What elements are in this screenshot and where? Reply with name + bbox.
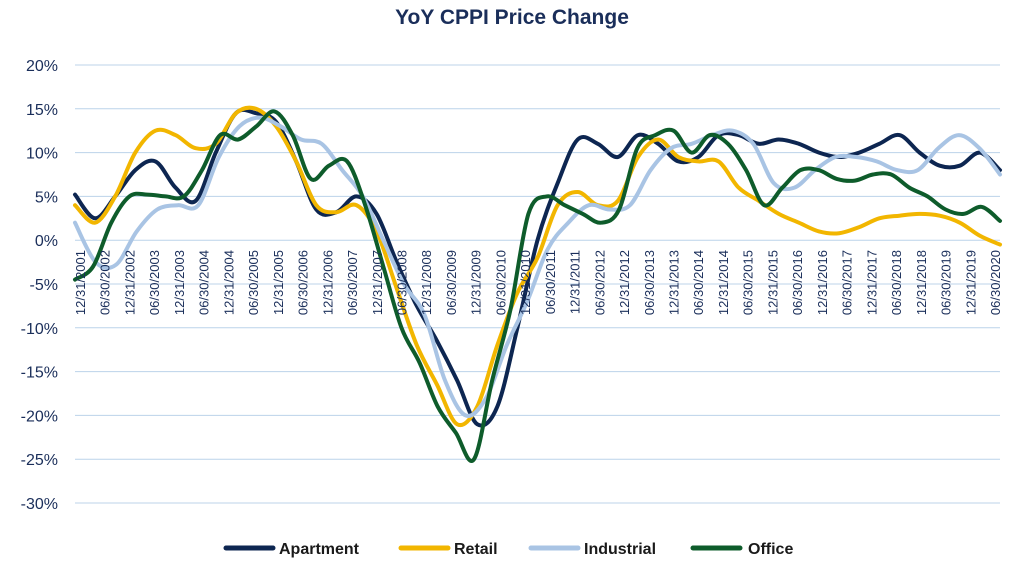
- x-tick-label: 06/30/2007: [345, 250, 360, 315]
- x-tick-label: 06/30/2003: [147, 250, 162, 315]
- series-line-retail: [73, 105, 1002, 428]
- x-tick-label: 12/31/2008: [419, 250, 434, 315]
- y-tick-label: -20%: [21, 408, 58, 425]
- y-axis-ticks: 20% 15% 10% 5% 0% -5% -10% -15% -20% -25% -30%: [21, 58, 58, 513]
- y-tick-label: -15%: [21, 365, 58, 382]
- x-tick-label: 12/31/2004: [221, 250, 236, 315]
- x-tick-label: 12/31/2014: [716, 250, 731, 315]
- x-tick-label: 12/31/2016: [815, 250, 830, 315]
- x-tick-label: 12/31/2007: [370, 250, 385, 315]
- x-axis-ticks: 12/31/2001 06/30/2002 12/31/2002 06/30/2003…: [73, 250, 1003, 315]
- x-tick-label: 06/30/2012: [592, 250, 607, 315]
- legend-label-office: Office: [748, 541, 793, 558]
- y-tick-label: -5%: [30, 277, 58, 294]
- y-tick-label: 10%: [26, 146, 58, 163]
- x-tick-label: 06/30/2011: [543, 250, 558, 314]
- x-tick-label: 06/30/2002: [98, 250, 113, 315]
- legend-label-industrial: Industrial: [584, 541, 656, 558]
- x-tick-label: 12/31/2017: [864, 250, 879, 315]
- chart-title: YoY CPPI Price Change: [395, 6, 629, 29]
- x-tick-label: 06/30/2019: [939, 250, 954, 315]
- x-tick-label: 06/30/2006: [296, 250, 311, 315]
- y-tick-label: -25%: [21, 452, 58, 469]
- y-tick-label: -30%: [21, 496, 58, 513]
- x-tick-label: 12/31/2003: [172, 250, 187, 315]
- y-tick-label: 0%: [35, 233, 58, 250]
- series-lines: [73, 105, 1002, 463]
- x-tick-label: 06/30/2020: [988, 250, 1003, 315]
- x-tick-label: 12/31/2002: [123, 250, 138, 315]
- grid-lines: [75, 64, 1000, 504]
- x-tick-label: 12/31/2011: [568, 250, 583, 314]
- y-tick-label: 20%: [26, 58, 58, 75]
- x-tick-label: 06/30/2013: [642, 250, 657, 315]
- x-tick-label: 12/31/2018: [914, 250, 929, 315]
- x-tick-label: 06/30/2009: [444, 250, 459, 315]
- x-tick-label: 12/31/2012: [617, 250, 632, 315]
- x-tick-label: 06/30/2018: [889, 250, 904, 315]
- series-line-office: [73, 109, 1002, 463]
- legend: Apartment Retail Industrial Office: [223, 541, 793, 558]
- x-tick-label: 12/31/2015: [765, 250, 780, 315]
- legend-label-retail: Retail: [454, 541, 498, 558]
- x-tick-label: 06/30/2015: [741, 250, 756, 315]
- y-tick-label: -10%: [21, 321, 58, 338]
- x-tick-label: 06/30/2008: [395, 250, 410, 315]
- x-tick-label: 12/31/2001: [73, 250, 88, 315]
- x-tick-label: 12/31/2006: [320, 250, 335, 315]
- x-tick-label: 12/31/2019: [963, 250, 978, 315]
- x-tick-label: 12/31/2009: [469, 250, 484, 315]
- legend-label-apartment: Apartment: [279, 541, 360, 558]
- y-tick-label: 5%: [35, 189, 58, 206]
- x-tick-label: 12/31/2010: [518, 250, 533, 315]
- x-tick-label: 06/30/2010: [493, 250, 508, 315]
- y-tick-label: 15%: [26, 102, 58, 119]
- x-tick-label: 12/31/2005: [271, 250, 286, 315]
- x-tick-label: 06/30/2005: [246, 250, 261, 315]
- x-tick-label: 06/30/2016: [790, 250, 805, 315]
- x-tick-label: 12/31/2013: [667, 250, 682, 315]
- x-tick-label: 06/30/2014: [691, 250, 706, 315]
- x-tick-label: 06/30/2017: [840, 250, 855, 315]
- x-tick-label: 06/30/2004: [197, 250, 212, 315]
